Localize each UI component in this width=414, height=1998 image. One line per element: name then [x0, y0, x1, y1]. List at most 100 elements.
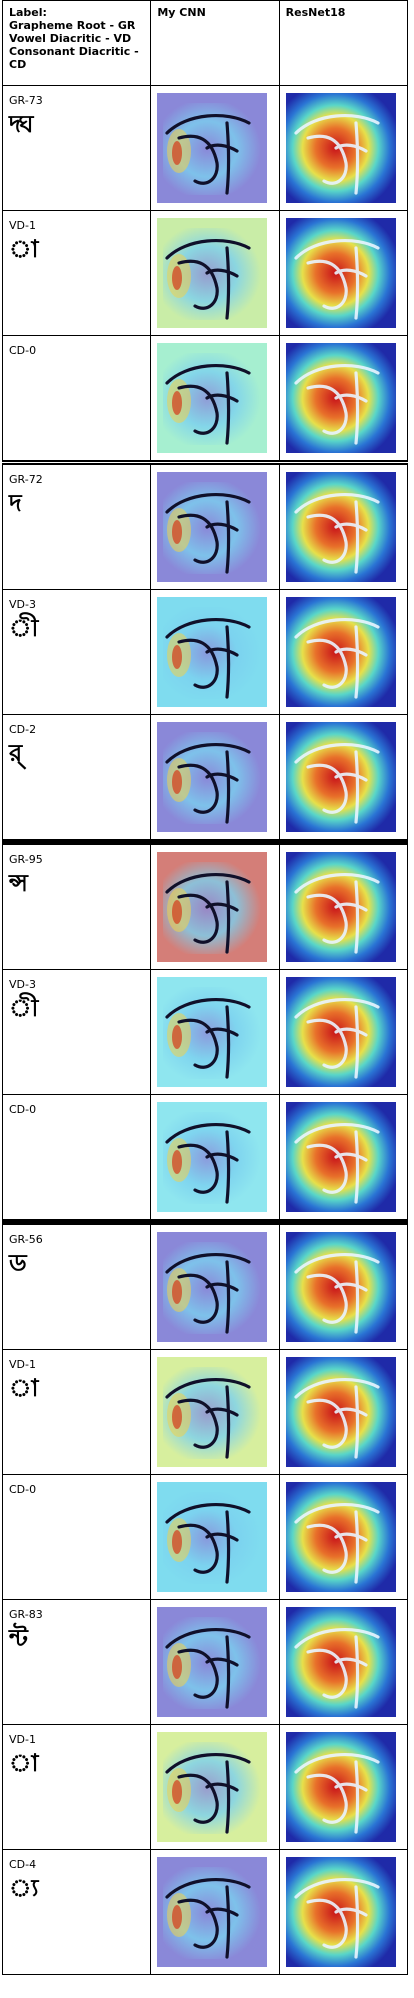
label-cell: GR-73 দ্ঘ [1, 85, 152, 211]
bengali-glyph: া [9, 1749, 39, 1777]
class-code: GR-83 [9, 1608, 43, 1621]
resnet-heatmap-cell [278, 460, 409, 590]
class-code: CD-2 [9, 723, 37, 736]
class-code: GR-56 [9, 1233, 43, 1246]
class-code: GR-95 [9, 853, 43, 866]
cnn-heatmap-cell [150, 1094, 280, 1223]
cnn-heatmap-image [157, 1232, 268, 1342]
bengali-glyph: ী [9, 994, 39, 1022]
resnet-heatmap-cell [278, 1219, 409, 1350]
table-row: VD-1া [1, 1724, 409, 1850]
resnet-heatmap-image [285, 597, 396, 707]
class-code: CD-0 [9, 1483, 37, 1496]
resnet-heatmap-image [285, 1607, 396, 1717]
bengali-glyph [3, 1117, 150, 1119]
bengali-glyph: ্য [9, 1874, 39, 1902]
label-cell: GR-56 ড [1, 1219, 152, 1350]
label-cell: VD-3ী [1, 589, 152, 715]
cnn-heatmap-cell [150, 1349, 280, 1475]
resnet-header-cell: ResNet18 [278, 0, 409, 86]
table-row: CD-2 র্ [1, 714, 409, 843]
table-row: VD-1া [1, 1349, 409, 1475]
resnet-heatmap-cell [278, 1349, 409, 1475]
resnet-heatmap-cell [278, 969, 409, 1095]
cnn-heatmap-image [157, 93, 268, 203]
cnn-heatmap-cell [150, 1724, 280, 1850]
cnn-heatmap-cell [150, 1849, 280, 1975]
class-code: CD-4 [9, 1858, 37, 1871]
header-row: Label: Grapheme Root - GR Vowel Diacriti… [1, 0, 409, 86]
class-code: GR-73 [9, 94, 43, 107]
resnet-heatmap-image [285, 852, 396, 962]
resnet-heatmap-image [285, 343, 396, 453]
cnn-heatmap-cell [150, 839, 280, 970]
resnet-heatmap-image [285, 722, 396, 832]
resnet-heatmap-image [285, 1857, 396, 1967]
class-code: VD-3 [9, 598, 36, 611]
bengali-glyph: ড [9, 1249, 27, 1277]
cnn-heatmap-image [157, 1857, 268, 1967]
label-cell: VD-1া [1, 210, 152, 336]
label-cell: GR-72 দ [1, 460, 152, 590]
label-cell: VD-1া [1, 1349, 152, 1475]
resnet-heatmap-cell [278, 589, 409, 715]
table-row: GR-72 দ [1, 460, 409, 590]
resnet-heatmap-image [285, 93, 396, 203]
resnet-header: ResNet18 [285, 6, 346, 19]
class-code: CD-0 [9, 344, 37, 357]
cnn-heatmap-image [157, 218, 268, 328]
cnn-heatmap-cell [150, 460, 280, 590]
table-row: GR-73 দ্ঘ [1, 85, 409, 211]
cnn-heatmap-cell [150, 210, 280, 336]
bengali-glyph [3, 1497, 150, 1499]
bengali-glyph: ন্ট [9, 1624, 28, 1652]
bengali-glyph: ী [9, 614, 39, 642]
cnn-heatmap-image [157, 1357, 268, 1467]
resnet-heatmap-cell [278, 1724, 409, 1850]
resnet-heatmap-cell [278, 714, 409, 843]
cnn-heatmap-cell [150, 714, 280, 843]
cnn-heatmap-cell [150, 969, 280, 1095]
cnn-heatmap-cell [150, 589, 280, 715]
bengali-glyph: দ [9, 489, 22, 517]
resnet-heatmap-image [285, 1357, 396, 1467]
label-header-cell: Label: Grapheme Root - GR Vowel Diacriti… [1, 0, 152, 86]
cnn-heatmap-cell [150, 1219, 280, 1350]
bengali-glyph: া [9, 1374, 39, 1402]
resnet-heatmap-image [285, 472, 396, 582]
class-code: VD-1 [9, 1733, 36, 1746]
cnn-heatmap-image [157, 343, 268, 453]
label-cell: VD-3ী [1, 969, 152, 1095]
cnn-heatmap-image [157, 597, 268, 707]
class-code: CD-0 [9, 1103, 37, 1116]
cnn-heatmap-image [157, 1732, 268, 1842]
resnet-heatmap-cell [278, 335, 409, 463]
resnet-heatmap-cell [278, 839, 409, 970]
resnet-heatmap-cell [278, 1094, 409, 1223]
table-row: GR-83 ন্ট [1, 1599, 409, 1725]
cnn-heatmap-cell [150, 85, 280, 211]
bengali-glyph: ন্স [9, 869, 28, 897]
bengali-glyph: র্ [9, 739, 23, 767]
table-row: CD-0 [1, 335, 409, 463]
table-row: CD-0 [1, 1094, 409, 1223]
table-row: VD-3ী [1, 589, 409, 715]
table-row: CD-4্য [1, 1849, 409, 1975]
table-row: GR-56 ড [1, 1219, 409, 1350]
cnn-heatmap-cell [150, 1599, 280, 1725]
resnet-heatmap-cell [278, 210, 409, 336]
label-cell: CD-2 র্ [1, 714, 152, 843]
cnn-heatmap-cell [150, 1474, 280, 1600]
label-cell: GR-95 ন্স [1, 839, 152, 970]
label-cell: CD-0 [1, 1094, 152, 1223]
table-row: VD-1া [1, 210, 409, 336]
table-row: CD-0 [1, 1474, 409, 1600]
heatmap-comparison-table: Label: Grapheme Root - GR Vowel Diacriti… [1, 0, 409, 1975]
cnn-heatmap-image [157, 472, 268, 582]
label-header: Label: Grapheme Root - GR Vowel Diacriti… [9, 6, 139, 71]
table-row: VD-3ী [1, 969, 409, 1095]
label-cell: CD-0 [1, 1474, 152, 1600]
bengali-glyph [3, 358, 150, 360]
resnet-heatmap-image [285, 218, 396, 328]
class-code: VD-1 [9, 219, 36, 232]
